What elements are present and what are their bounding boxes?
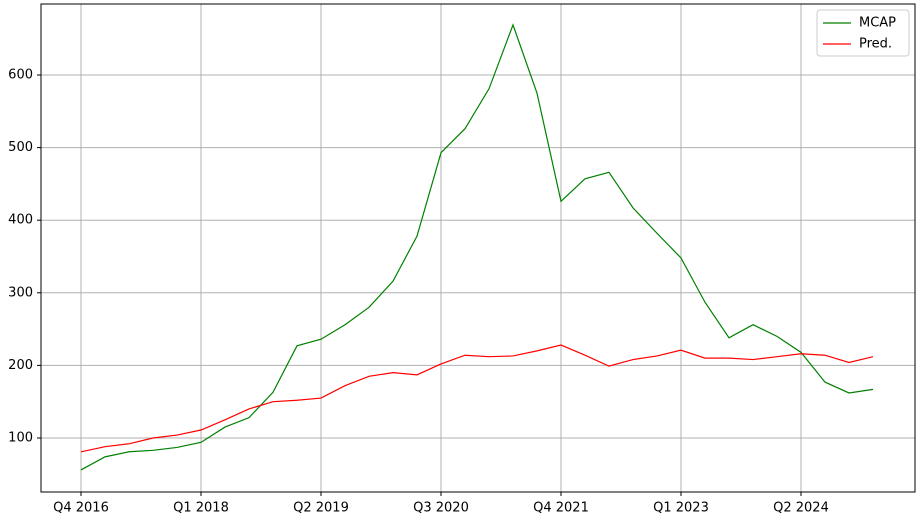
x-tick-label: Q3 2020 — [413, 501, 469, 516]
x-tick-label: Q2 2024 — [773, 501, 829, 516]
y-tick-label: 100 — [8, 430, 33, 445]
series-line — [80, 23, 874, 471]
axes-frame — [40, 3, 916, 493]
y-tick-label: 500 — [8, 140, 33, 155]
legend: MCAP Pred. — [816, 9, 910, 57]
y-tick-label: 300 — [8, 285, 33, 300]
y-tick-label: 200 — [8, 358, 33, 373]
legend-label: Pred. — [859, 37, 892, 52]
x-tick-label: Q1 2018 — [173, 501, 229, 516]
y-tick-label: 600 — [8, 68, 33, 83]
series-line — [80, 344, 874, 453]
x-tick-label: Q1 2023 — [653, 501, 709, 516]
x-tick-label: Q4 2021 — [533, 501, 589, 516]
plot-area — [80, 23, 874, 471]
x-tick-label: Q4 2016 — [53, 501, 109, 516]
y-tick-label: 400 — [8, 213, 33, 228]
grid — [41, 4, 915, 492]
x-tick-label: Q2 2019 — [293, 501, 349, 516]
legend-label: MCAP — [859, 16, 896, 31]
